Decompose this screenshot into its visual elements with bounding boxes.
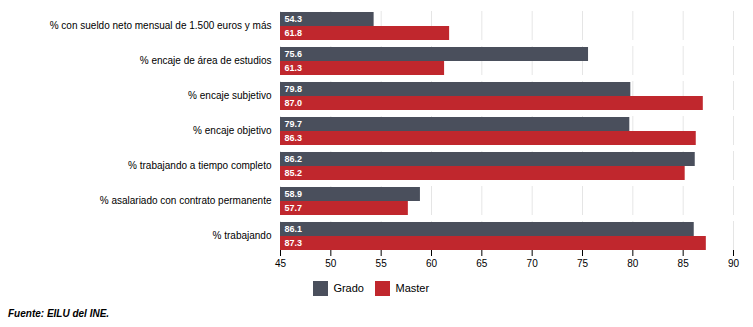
svg-text:55: 55 <box>376 258 388 269</box>
svg-text:75: 75 <box>577 258 589 269</box>
svg-text:% asalariado con contrato perm: % asalariado con contrato permanente <box>100 195 272 206</box>
html-text:Master: Master <box>395 282 430 295</box>
svg-text:% con sueldo neto mensual de 1: % con sueldo neto mensual de 1.500 euros… <box>50 20 272 31</box>
svg-text:% trabajando: % trabajando <box>213 230 272 241</box>
svg-text:86.1: 86.1 <box>285 224 303 234</box>
svg-text:45: 45 <box>275 258 287 269</box>
svg-text:79.7: 79.7 <box>285 119 303 129</box>
svg-text:61.3: 61.3 <box>285 63 303 73</box>
svg-text:54.3: 54.3 <box>285 14 303 24</box>
svg-text:80: 80 <box>627 258 639 269</box>
svg-text:50: 50 <box>325 258 337 269</box>
svg-text:57.7: 57.7 <box>285 203 303 213</box>
svg-text:85.2: 85.2 <box>285 168 303 178</box>
svg-text:86.2: 86.2 <box>285 154 303 164</box>
svg-text:58.9: 58.9 <box>285 189 303 199</box>
html-text:Fuente: EILU del INE.: Fuente: EILU del INE. <box>8 308 110 319</box>
svg-text:61.8: 61.8 <box>285 28 303 38</box>
svg-text:% trabajando a tiempo completo: % trabajando a tiempo completo <box>128 160 272 171</box>
svg-text:90: 90 <box>728 258 740 269</box>
svg-text:% encaje objetivo: % encaje objetivo <box>193 125 272 136</box>
svg-text:% encaje de área de estudios: % encaje de área de estudios <box>140 55 272 66</box>
html-text:Grado: Grado <box>333 282 364 295</box>
svg-text:65: 65 <box>476 258 488 269</box>
svg-text:75.6: 75.6 <box>285 49 303 59</box>
svg-text:87.3: 87.3 <box>285 238 303 248</box>
svg-text:86.3: 86.3 <box>285 133 303 143</box>
svg-text:85: 85 <box>678 258 690 269</box>
svg-text:79.8: 79.8 <box>285 84 303 94</box>
svg-text:70: 70 <box>527 258 539 269</box>
svg-text:% encaje subjetivo: % encaje subjetivo <box>188 90 272 101</box>
svg-text:87.0: 87.0 <box>285 98 303 108</box>
svg-text:60: 60 <box>426 258 438 269</box>
